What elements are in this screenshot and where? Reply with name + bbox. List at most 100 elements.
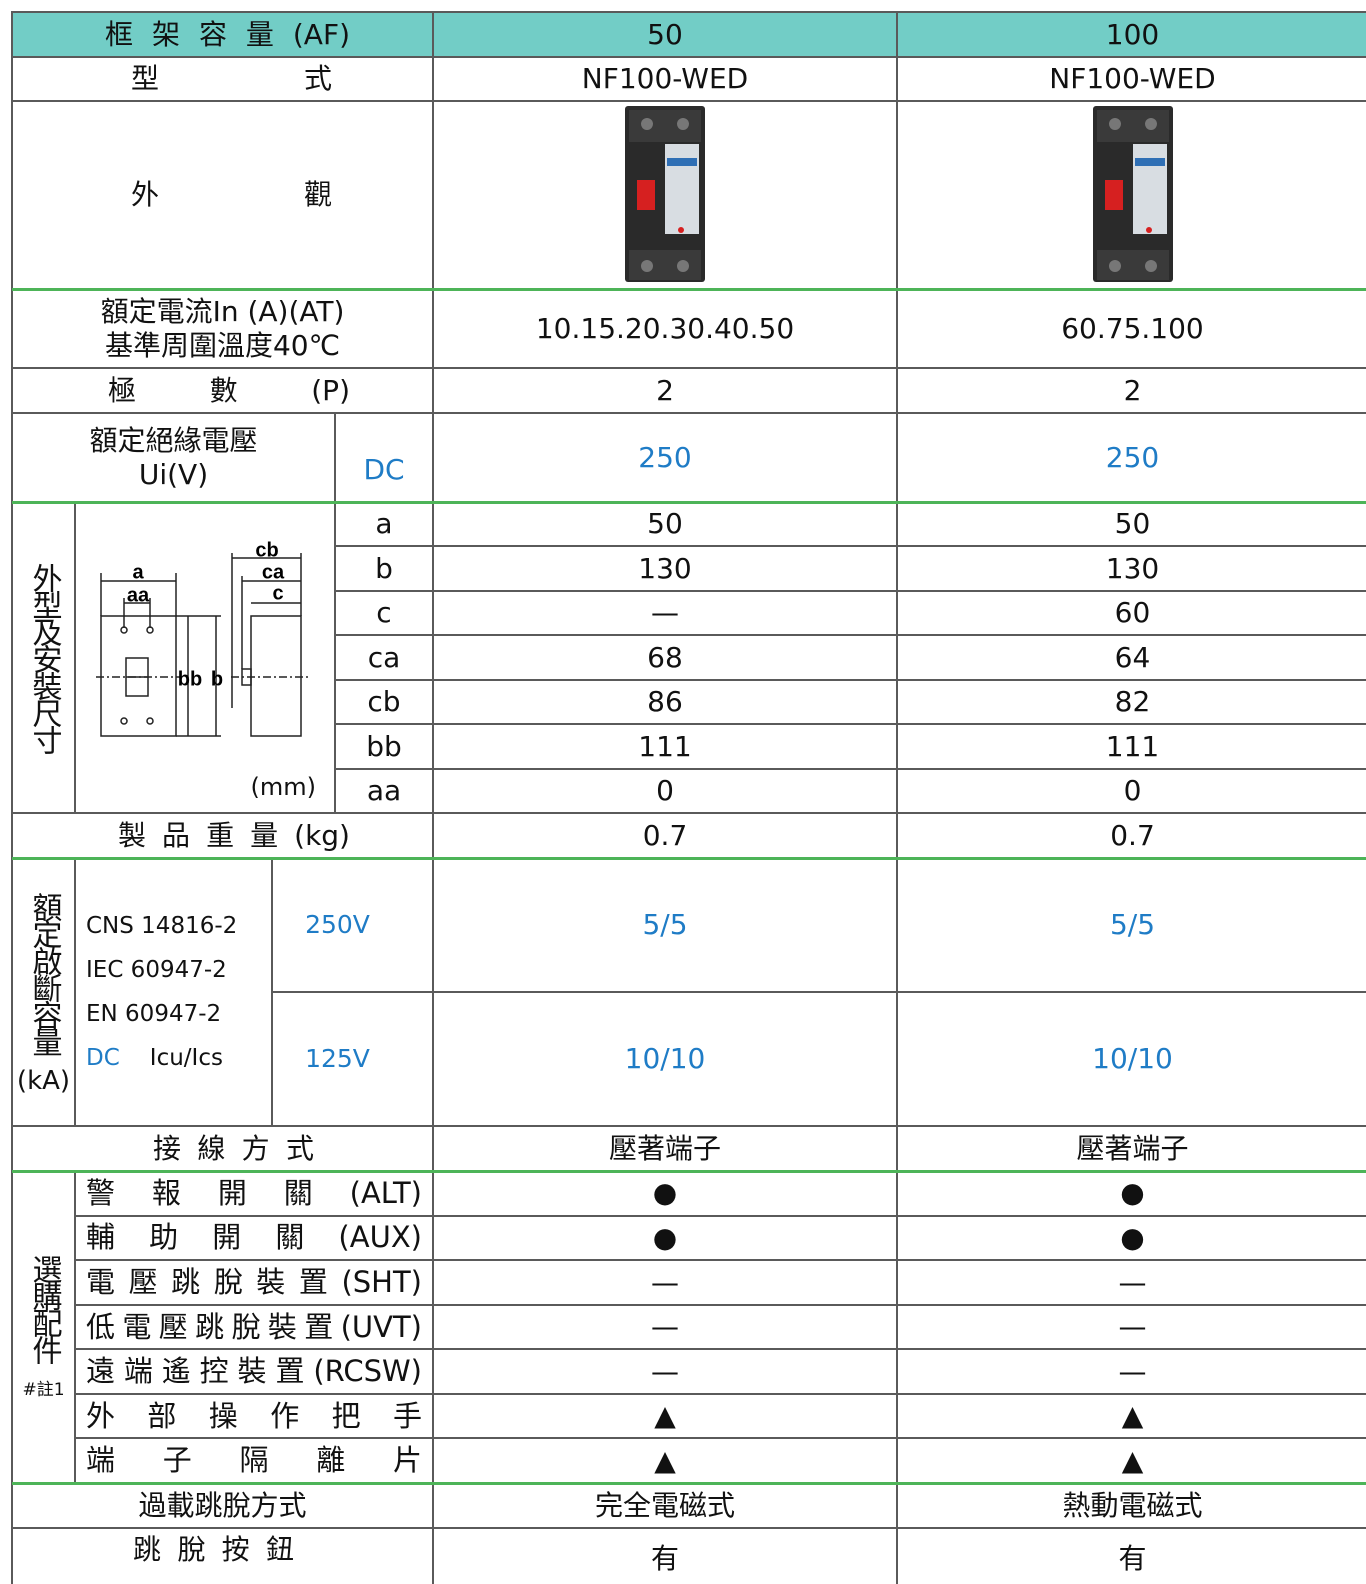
value-cell: ▲ bbox=[432, 1437, 898, 1484]
value-cell-text: — bbox=[1118, 1265, 1147, 1299]
value-cell: 250 bbox=[432, 412, 898, 503]
accessory-label: 遠端遙控裝置(RCSW) bbox=[74, 1348, 434, 1395]
value-cell-text: 50 bbox=[1114, 507, 1151, 541]
voltage-cell-text: 125V bbox=[305, 1044, 370, 1073]
dimension-key-text: bb bbox=[366, 729, 402, 763]
value-cell-text: ● bbox=[652, 1221, 678, 1255]
value-cell: 0 bbox=[896, 767, 1366, 814]
value-cell-text: 111 bbox=[1105, 729, 1160, 763]
value-cell: 完全電磁式 bbox=[432, 1482, 898, 1529]
dimension-key-text: cb bbox=[367, 685, 401, 719]
value-cell-text: 熱動電磁式 bbox=[1062, 1488, 1203, 1522]
value-cell-text: 50 bbox=[647, 17, 683, 51]
dimension-label: a bbox=[132, 561, 144, 583]
dimension-key: aa bbox=[334, 767, 434, 814]
value-cell-text: 250 bbox=[1105, 440, 1160, 474]
value-cell: NF100-WED bbox=[896, 56, 1366, 102]
row-label-text: 額定絕緣電壓 bbox=[89, 423, 258, 457]
value-cell: 130 bbox=[896, 545, 1366, 592]
row-label: 接 線 方 式 bbox=[11, 1125, 434, 1172]
accessory-label-text: 端 子 隔 離 片 bbox=[86, 1443, 422, 1478]
accessory-label-text: 低電壓跳脫裝置(UVT) bbox=[86, 1309, 422, 1344]
value-cell: 10.15.20.30.40.50 bbox=[432, 288, 898, 369]
standards-cell: CNS 14816-2 IEC 60947-2 EN 60947-2 DC Icu/Ic… bbox=[74, 857, 273, 1127]
value-cell: 50 bbox=[432, 11, 898, 58]
accessory-label-text: 外 部 操 作 把 手 bbox=[86, 1398, 422, 1433]
accessory-label-text: 輔 助 開 關 (AUX) bbox=[86, 1220, 422, 1255]
value-cell: — bbox=[896, 1259, 1366, 1306]
value-cell: ● bbox=[432, 1170, 898, 1217]
value-cell-text: 60.75.100 bbox=[1061, 311, 1204, 345]
row-label: 極 數 (P) bbox=[11, 367, 434, 414]
row-label-text: Ui(V) bbox=[138, 457, 209, 491]
value-cell-text: 64 bbox=[1114, 640, 1151, 674]
voltage-cell: 250V bbox=[271, 857, 434, 993]
value-cell: ▲ bbox=[896, 1437, 1366, 1484]
value-cell: 250 bbox=[896, 412, 1366, 503]
value-cell: 10/10 bbox=[896, 991, 1366, 1127]
value-cell: ● bbox=[896, 1170, 1366, 1217]
vertical-label-text: 外型及安裝尺寸 bbox=[26, 563, 62, 752]
row-label: 製 品 重 量 (kg) bbox=[11, 812, 434, 859]
unit-label: (mm) bbox=[250, 773, 316, 802]
value-cell-text: 82 bbox=[1114, 685, 1151, 719]
voltage-cell-text: 250V bbox=[305, 910, 370, 939]
value-cell-text: — bbox=[1118, 1354, 1147, 1388]
value-cell: 有 bbox=[432, 1527, 898, 1584]
green-rule bbox=[12, 1170, 1366, 1173]
note-label: #註1 bbox=[22, 1379, 65, 1400]
value-cell: 60.75.100 bbox=[896, 288, 1366, 369]
value-cell-text: ● bbox=[1120, 1221, 1145, 1255]
value-cell: 50 bbox=[896, 501, 1366, 548]
dimension-key: cb bbox=[334, 678, 434, 726]
value-cell-text: ▲ bbox=[654, 1443, 676, 1477]
green-rule bbox=[12, 501, 1366, 504]
type-cell-text: DC bbox=[363, 453, 405, 487]
value-cell-text: 0 bbox=[1123, 773, 1142, 807]
accessory-label: 端 子 隔 離 片 bbox=[74, 1437, 434, 1484]
value-cell-text: 完全電磁式 bbox=[594, 1488, 735, 1522]
value-cell-text: 68 bbox=[647, 640, 683, 674]
dimension-key: c bbox=[334, 589, 434, 637]
value-cell: 111 bbox=[432, 723, 898, 770]
value-cell: — bbox=[432, 589, 898, 637]
value-cell-text: ▲ bbox=[654, 1399, 676, 1433]
voltage-cell: 125V bbox=[271, 991, 434, 1127]
diagram-cell: a aa cb ca c bb b (mm) bbox=[74, 501, 336, 814]
value-cell: — bbox=[432, 1303, 898, 1351]
value-cell-text: 10/10 bbox=[624, 1042, 706, 1076]
value-cell-text: 2 bbox=[1123, 373, 1142, 407]
value-cell-text: — bbox=[651, 1354, 679, 1388]
vertical-label: 額定啟斷容量 (kA) bbox=[11, 857, 76, 1127]
row-label-text: 基準周圍溫度40℃ bbox=[104, 328, 341, 362]
dimension-key-text: a bbox=[375, 507, 393, 541]
row-label: 額定絕緣電壓 Ui(V) bbox=[11, 412, 336, 503]
value-cell: 2 bbox=[432, 367, 898, 414]
row-label-text: 跳 脫 按 鈕 bbox=[133, 1533, 294, 1566]
value-cell: ● bbox=[896, 1214, 1366, 1262]
image-cell bbox=[896, 100, 1366, 290]
value-cell: 壓著端子 bbox=[896, 1125, 1366, 1172]
value-cell-text: 10/10 bbox=[1092, 1042, 1173, 1076]
accessory-label-text: 電壓跳脫裝置(SHT) bbox=[86, 1265, 422, 1299]
green-rule bbox=[12, 1482, 1366, 1485]
dimension-key-text: b bbox=[375, 551, 393, 585]
row-label: 外 觀 bbox=[11, 100, 434, 290]
value-cell-text: 0.7 bbox=[1110, 818, 1155, 852]
breaker-image bbox=[625, 106, 705, 282]
row-label: 框 架 容 量 (AF) bbox=[11, 11, 434, 58]
value-cell-text: ● bbox=[1120, 1176, 1145, 1210]
vertical-label-text: 選購配件 bbox=[26, 1253, 62, 1362]
value-cell-text: ▲ bbox=[1121, 1443, 1144, 1477]
value-cell: 5/5 bbox=[432, 857, 898, 993]
value-cell: 64 bbox=[896, 634, 1366, 681]
dimension-key: bb bbox=[334, 723, 434, 770]
value-cell-text: ● bbox=[652, 1176, 678, 1210]
value-cell-text: NF100-WED bbox=[581, 62, 749, 96]
dc-label: DC bbox=[86, 1045, 120, 1071]
value-cell-text: 130 bbox=[638, 551, 692, 585]
row-label-text: 極 數 (P) bbox=[108, 373, 350, 407]
value-cell: 86 bbox=[432, 678, 898, 726]
